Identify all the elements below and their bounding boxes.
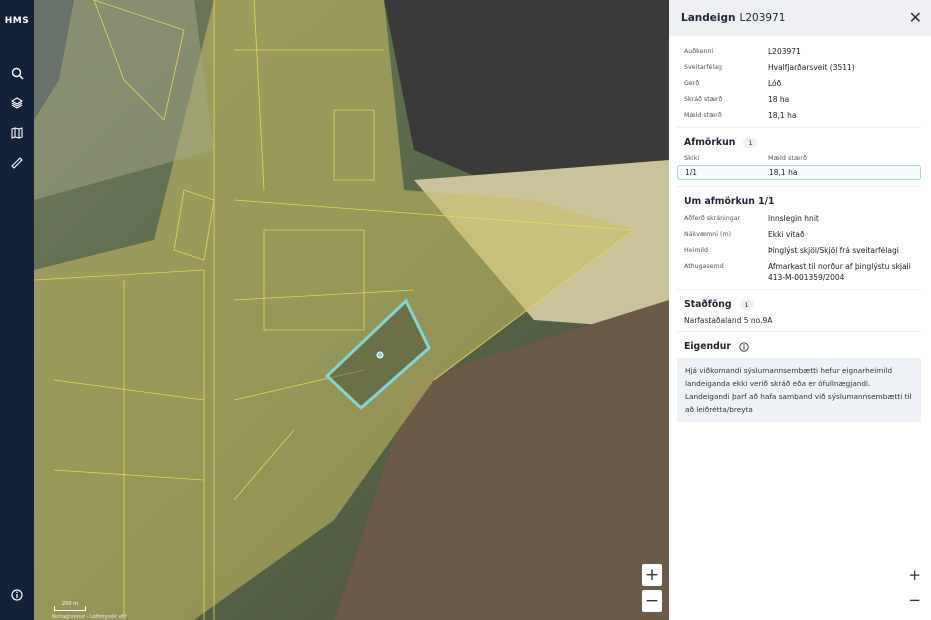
- afmorkun-heading: Afmörkun 1: [684, 137, 931, 148]
- column-header: Skiki: [684, 154, 700, 162]
- afmorkun-title: Afmörkun: [684, 137, 736, 148]
- panel-zoom-out-button[interactable]: −: [908, 591, 921, 609]
- detail-label: Athugasemd: [684, 263, 724, 270]
- skiki-cell: 1/1: [685, 168, 698, 177]
- detail-value: L203971: [768, 47, 801, 56]
- detail-label: Gerð: [684, 80, 700, 87]
- detail-value: Þinglýst skjöl/Skjöl frá sveitarfélagi: [768, 246, 899, 255]
- detail-value: 18,1 ha: [768, 111, 797, 120]
- panel-header: Landeign L203971: [669, 0, 931, 36]
- info-icon[interactable]: [739, 341, 749, 352]
- owner-notice: Hjá viðkomandi sýslumannsembætti hefur e…: [677, 358, 921, 422]
- scale-label: 200 m: [61, 601, 78, 607]
- afmorkun-table-header: Skiki Mæld stærð: [669, 154, 931, 162]
- detail-label: Nákvæmni (m): [684, 231, 732, 238]
- column-header: Mæld stærð: [768, 154, 807, 162]
- panel-zoom-in-button[interactable]: +: [908, 566, 921, 584]
- detail-value: Lóð: [768, 79, 782, 88]
- detail-row: Skráð stærð 18 ha: [684, 94, 921, 105]
- detail-label: Skráð stærð: [684, 96, 723, 103]
- detail-row: Mæld stærð 18,1 ha: [684, 110, 921, 121]
- divider: [677, 289, 921, 290]
- detail-row: Gerð Lóð: [684, 78, 921, 89]
- map-icon[interactable]: [7, 123, 27, 143]
- afmorkun-row[interactable]: 1/1 18,1 ha: [677, 165, 921, 180]
- divider: [677, 331, 921, 332]
- ruler-icon[interactable]: [7, 153, 27, 173]
- detail-value: Ekki vitað: [768, 230, 805, 239]
- eigendur-title: Eigendur: [684, 341, 731, 352]
- detail-row: Aðferð skráningar Innslegin hnit: [684, 213, 921, 224]
- staerd-cell: 18,1 ha: [769, 168, 798, 177]
- count-badge: 1: [739, 299, 754, 310]
- map-imagery: [34, 0, 669, 620]
- eigendur-heading: Eigendur: [684, 341, 931, 352]
- detail-value: 18 ha: [768, 95, 790, 104]
- detail-label: Heimild: [684, 247, 708, 254]
- sidebar: HMS: [0, 0, 34, 620]
- map-canvas[interactable]: + − 200 m Kortagrunnur - Loftmyndir ehf: [34, 0, 669, 620]
- layers-icon[interactable]: [7, 93, 27, 113]
- map-zoom-in-button[interactable]: +: [642, 564, 662, 586]
- hms-logo[interactable]: HMS: [4, 16, 30, 26]
- map-zoom-out-button[interactable]: −: [642, 590, 662, 612]
- detail-value: Innslegin hnit: [768, 214, 819, 223]
- details-list: Auðkenni L203971 Sveitarfélag Hvalfjarðars…: [669, 36, 931, 121]
- detail-row: Auðkenni L203971: [684, 46, 921, 57]
- detail-row: Heimild Þinglýst skjöl/Skjöl frá sveitarf…: [684, 245, 921, 256]
- panel-title-id: L203971: [739, 12, 786, 24]
- detail-label: Auðkenni: [684, 48, 714, 55]
- um-afmorkun-heading: Um afmörkun 1/1: [684, 196, 775, 207]
- detail-value: Hvalfjarðarsveit (3511): [768, 63, 855, 72]
- um-afmorkun-list: Aðferð skráningar Innslegin hnit Nákvæmni…: [669, 213, 931, 283]
- detail-row: Nákvæmni (m) Ekki vitað: [684, 229, 921, 240]
- map-attribution: Kortagrunnur - Loftmyndir ehf: [52, 614, 127, 620]
- count-badge: 1: [743, 137, 758, 148]
- info-icon[interactable]: [7, 585, 27, 605]
- detail-label: Mæld stærð: [684, 112, 722, 119]
- close-icon[interactable]: ✕: [908, 8, 922, 27]
- detail-label: Sveitarfélag: [684, 64, 722, 71]
- search-icon[interactable]: [7, 63, 27, 83]
- detail-value: Afmarkast til norður af þinglýstu skjali…: [768, 262, 911, 282]
- detail-panel: Landeign L203971 ✕ Auðkenni L203971 Sveit…: [669, 0, 931, 620]
- divider: [677, 186, 921, 187]
- address-item[interactable]: Narfastaðaland 5 no.9A: [684, 316, 773, 325]
- stadfong-heading: Staðföng 1: [684, 299, 931, 310]
- parcel-center-marker: [376, 351, 384, 359]
- panel-title-prefix: Landeign: [681, 12, 736, 24]
- scale-bar: 200 m: [54, 602, 86, 611]
- divider: [677, 127, 921, 128]
- stadfong-title: Staðföng: [684, 299, 732, 310]
- detail-row: Sveitarfélag Hvalfjarðarsveit (3511): [684, 62, 921, 73]
- detail-row: Athugasemd Afmarkast til norður af þinglý…: [684, 261, 921, 283]
- detail-label: Aðferð skráningar: [684, 215, 741, 222]
